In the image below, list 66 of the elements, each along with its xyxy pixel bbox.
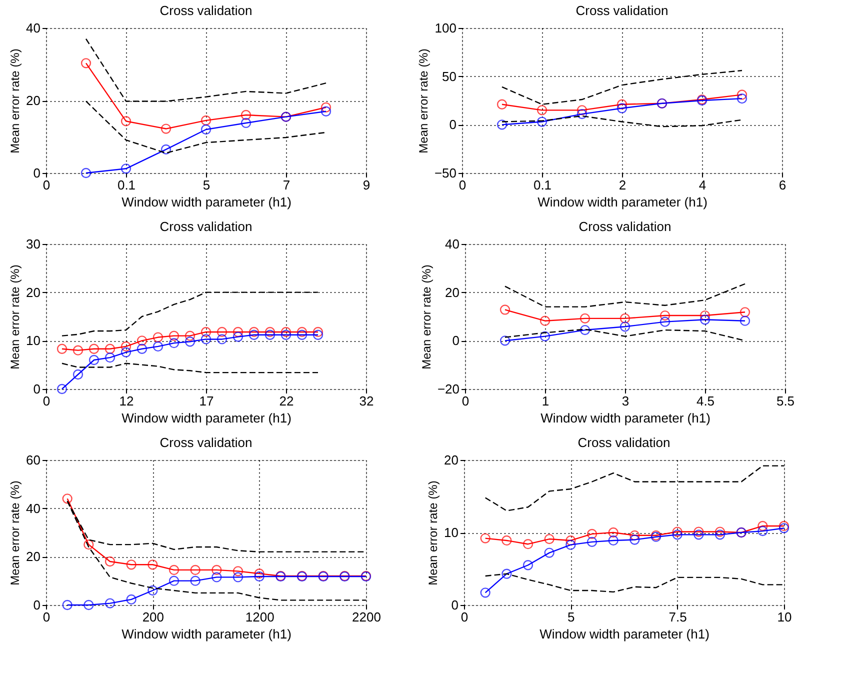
y-tick-label: 0 (452, 333, 460, 348)
x-axis-title: Window width parameter (h1) (122, 626, 292, 642)
y-tick-label: 20 (444, 452, 458, 468)
y-tick-label: 40 (26, 500, 40, 516)
x-tick-label: 0.1 (117, 178, 136, 192)
y-axis-title: Mean error rate (%) (416, 48, 430, 154)
x-tick-label: 0 (42, 178, 50, 192)
chart-title: Cross validation (578, 219, 672, 234)
x-tick-label: 6 (778, 178, 786, 192)
y-axis-title: Mean error rate (%) (8, 480, 22, 586)
chart-title: Cross validation (576, 3, 668, 18)
x-tick-label: 5.5 (776, 394, 795, 408)
y-tick-label: −20 (437, 382, 460, 396)
y-axis-title: Mean error rate (%) (8, 264, 22, 370)
y-tick-label: 0 (33, 598, 40, 612)
x-axis-title: Window width parameter (h1) (540, 410, 710, 426)
x-tick-label: 3 (622, 394, 630, 408)
x-axis-title: Window width parameter (h1) (540, 626, 710, 642)
x-tick-label: 0 (462, 394, 470, 408)
y-tick-label: 50 (442, 68, 456, 84)
y-tick-label: 0 (33, 166, 40, 180)
x-axis-title: Window width parameter (h1) (122, 194, 292, 210)
y-tick-label: 20 (26, 284, 40, 300)
x-tick-label: 10 (777, 610, 792, 624)
x-axis-title: Window width parameter (h1) (122, 410, 292, 426)
x-tick-label: 17 (199, 394, 214, 408)
y-tick-label: 10 (444, 525, 458, 540)
x-tick-label: 0 (42, 394, 50, 408)
x-tick-label: 32 (359, 394, 374, 408)
x-tick-label: 1200 (245, 610, 274, 624)
y-tick-label: 60 (26, 452, 40, 468)
y-tick-label: 0 (449, 117, 456, 132)
y-tick-label: 10 (26, 333, 40, 348)
y-axis-title: Mean error rate (%) (419, 264, 434, 370)
x-tick-label: 5 (568, 610, 575, 624)
x-tick-label: 7 (282, 178, 290, 192)
x-tick-label: 1 (542, 394, 550, 408)
x-tick-label: 0.1 (533, 178, 552, 192)
y-tick-label: −50 (434, 166, 456, 180)
x-axis-title: Window width parameter (h1) (538, 194, 708, 210)
x-tick-label: 12 (119, 394, 134, 408)
y-tick-label: 100 (434, 20, 456, 36)
x-tick-label: 7.5 (668, 610, 687, 624)
y-tick-label: 30 (26, 236, 40, 252)
y-axis-title: Mean error rate (%) (8, 48, 22, 154)
y-axis-title: Mean error rate (%) (426, 480, 440, 586)
y-tick-label: 0 (33, 382, 40, 396)
chart-title: Cross validation (160, 3, 252, 18)
x-tick-label: 22 (279, 394, 294, 408)
y-tick-label: 20 (445, 284, 460, 300)
x-tick-label: 4.5 (696, 394, 715, 408)
y-tick-label: 40 (445, 236, 460, 252)
y-tick-label: 20 (26, 93, 40, 108)
chart-title: Cross validation (578, 435, 670, 450)
chart-title: Cross validation (160, 435, 252, 450)
y-tick-label: 20 (26, 549, 40, 564)
y-tick-label: 0 (451, 598, 458, 612)
x-tick-label: 2 (618, 178, 626, 192)
chart-title: Cross validation (160, 219, 252, 234)
x-tick-label: 4 (698, 178, 706, 192)
x-tick-label: 200 (142, 610, 164, 624)
x-tick-label: 5 (202, 178, 210, 192)
x-tick-label: 2200 (352, 610, 381, 624)
x-tick-label: 0 (42, 610, 50, 624)
y-tick-label: 40 (26, 20, 40, 36)
x-tick-label: 9 (362, 178, 370, 192)
